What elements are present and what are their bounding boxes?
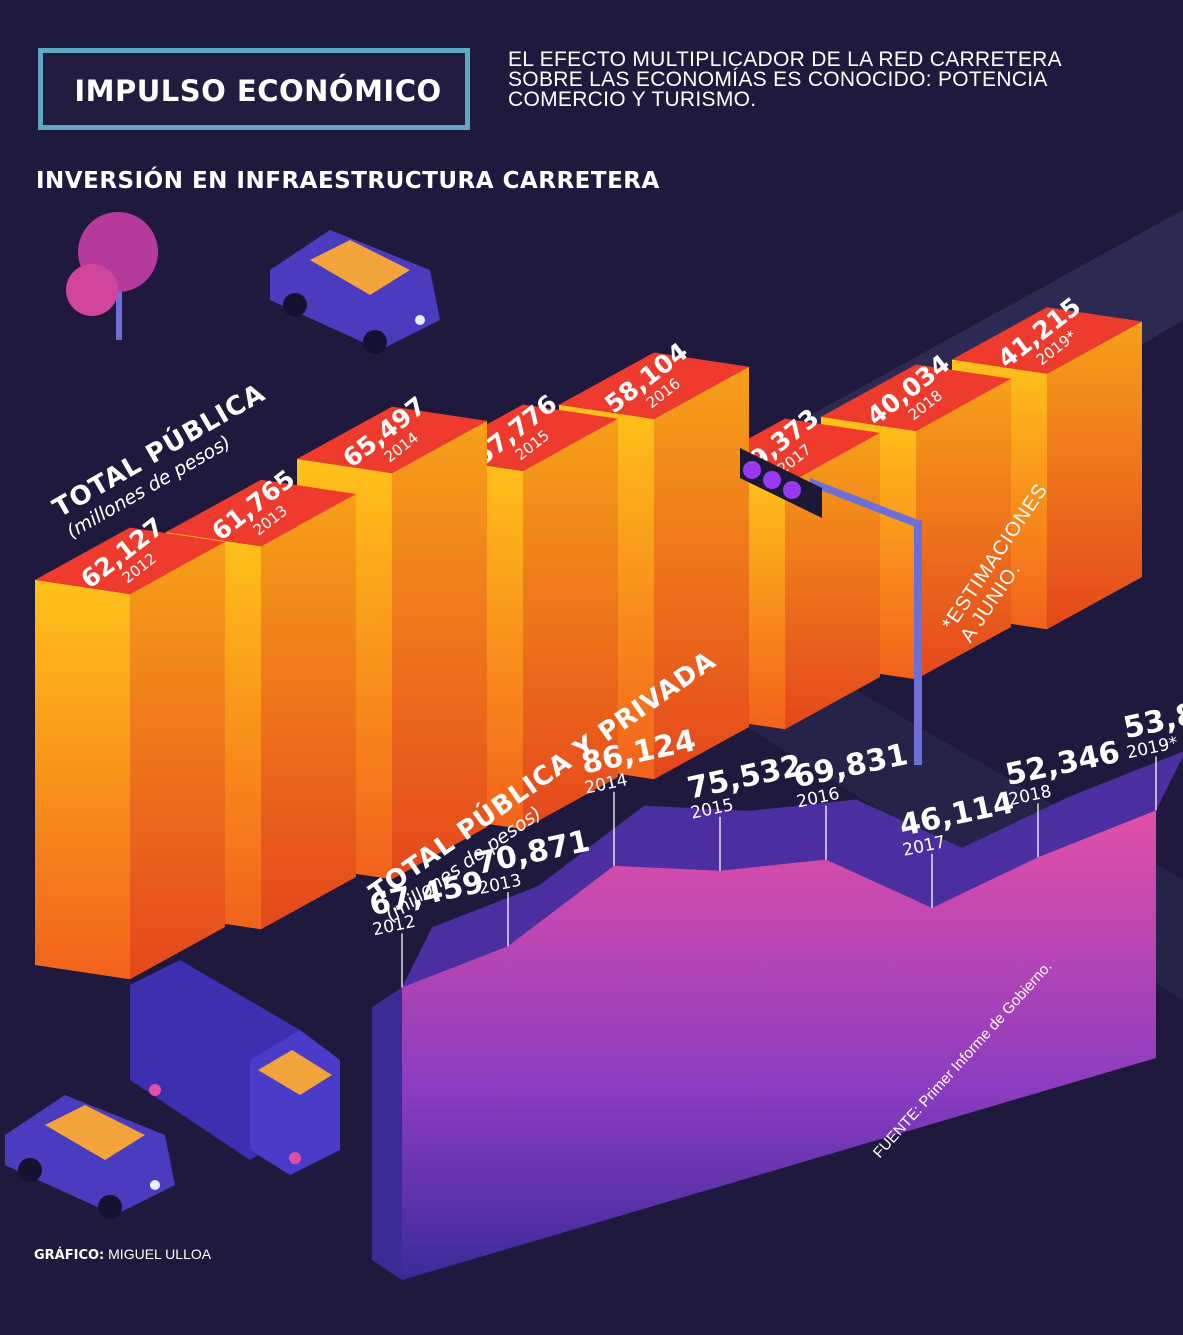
area-left-face: [372, 987, 402, 1280]
car-wheel: [363, 330, 387, 354]
car-wheel: [18, 1158, 42, 1182]
chart-subtitle: INVERSIÓN EN INFRAESTRUCTURA CARRETERA: [36, 168, 660, 194]
credit-name: MIGUEL ULLOA: [108, 1246, 212, 1262]
car-window: [45, 1105, 145, 1160]
bar-side-face: [392, 420, 487, 880]
credit-label: GRÁFICO:: [34, 1248, 105, 1263]
area-value-label: 75,532: [684, 748, 805, 806]
bar-top-face: [297, 406, 487, 474]
page-title: IMPULSO ECONÓMICO: [74, 74, 442, 108]
bar-top-face: [35, 527, 225, 595]
traffic-light-box: [740, 448, 822, 518]
decorations: [5, 212, 922, 1219]
car-headlight: [415, 315, 425, 325]
intro-line: SOBRE LAS ECONOMÍAS ES CONOCIDO: POTENCI…: [508, 68, 1048, 91]
bar-side-face: [916, 378, 1011, 680]
bar-top-face: [952, 307, 1142, 374]
bar-side-face: [130, 541, 225, 980]
car-wheel: [98, 1195, 122, 1219]
intro-line: EL EFECTO MULTIPLICADOR DE LA RED CARRET…: [508, 48, 1062, 71]
truck-icon: [130, 960, 340, 1175]
traffic-light-lamp: [743, 461, 761, 479]
bar-side-face: [654, 366, 749, 780]
bar-top-face: [559, 352, 749, 420]
intro-text: EL EFECTO MULTIPLICADOR DE LA RED CARRET…: [508, 48, 1068, 111]
traffic-light-lamp: [763, 471, 781, 489]
bar-front-face: [35, 579, 130, 980]
bar-side-face: [523, 418, 618, 830]
traffic-light-arm: [810, 478, 918, 528]
intro-line: COMERCIO Y TURISMO.: [508, 88, 757, 111]
title-badge: [38, 48, 470, 130]
traffic-light-pole: [914, 520, 922, 765]
public-investment-bars: 41,2152019*40,034201839,373201758,104201…: [35, 291, 1142, 980]
car-headlight: [150, 1180, 160, 1190]
traffic-light-icon: [740, 448, 922, 765]
tree-trunk: [116, 290, 122, 340]
truck-light: [149, 1084, 161, 1096]
car-window: [310, 240, 410, 295]
credit: GRÁFICO: MIGUEL ULLOA: [34, 1246, 211, 1263]
tree-icon: [66, 212, 158, 340]
bar-side-face: [261, 494, 356, 930]
bar-side-face: [1047, 321, 1142, 630]
bar-top-face: [821, 364, 1011, 432]
area-front-face: [402, 810, 1156, 1280]
tree-crown-small: [66, 264, 118, 316]
truck-window: [258, 1050, 332, 1095]
bar-top-face: [166, 479, 356, 547]
car-icon: [5, 1095, 175, 1219]
car-wheel: [283, 293, 307, 317]
car-icon: [270, 230, 440, 354]
traffic-light-lamp: [783, 481, 801, 499]
truck-light: [289, 1152, 301, 1164]
